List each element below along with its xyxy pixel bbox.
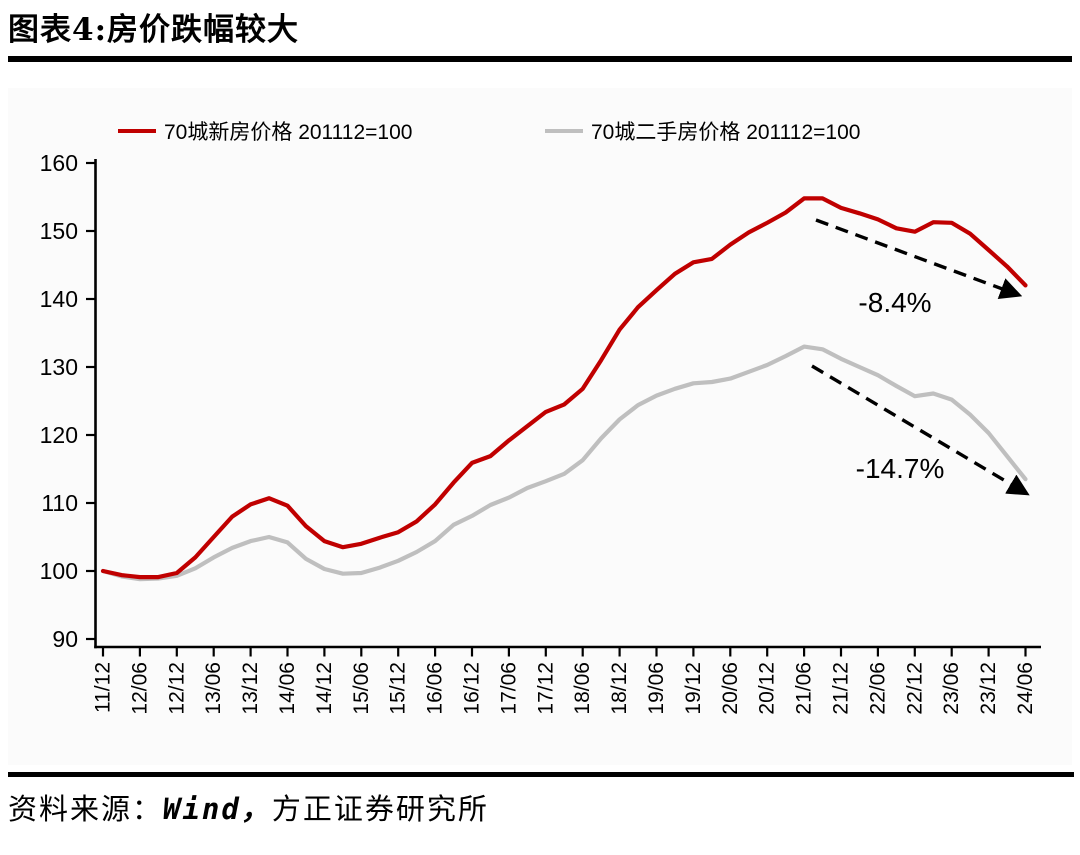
source-prefix: 资料来源： [8, 792, 164, 826]
x-tick-label: 14/06 [276, 662, 299, 715]
x-tick-label: 18/12 [608, 662, 631, 715]
x-tick-label: 16/12 [461, 662, 484, 715]
top-divider-rule [8, 56, 1072, 62]
y-tick-label: 110 [41, 490, 78, 516]
chart-title: 图表4:房价跌幅较大 [8, 12, 300, 48]
x-tick-label: 14/12 [313, 662, 336, 715]
legend-label-second-hand: 70城二手房价格 201112=100 [591, 121, 861, 144]
x-tick-label: 23/06 [940, 662, 963, 715]
x-tick-label: 22/06 [866, 662, 889, 715]
y-tick-label: 150 [40, 218, 78, 244]
x-tick-label: 13/12 [239, 662, 262, 715]
x-tick-label: 19/06 [645, 662, 668, 715]
x-tick-label: 19/12 [682, 662, 705, 715]
series-line-second-hand [100, 344, 1028, 582]
legend-item-second-hand: 70城二手房价格 201112=100 [545, 117, 860, 145]
x-tick-label: 21/12 [830, 662, 853, 715]
x-tick-label: 22/12 [903, 662, 926, 715]
legend-label-new-home: 70城新房价格 201112=100 [164, 121, 413, 144]
x-tick-label: 23/12 [977, 662, 1000, 715]
legend-swatch-second-hand-line [545, 129, 583, 133]
series-line-new-home [100, 196, 1028, 580]
x-tick-label: 17/12 [534, 662, 557, 715]
source-org: 方正证券研究所 [271, 792, 489, 826]
source-note: 资料来源：Wind，方正证券研究所 [8, 786, 489, 828]
x-tick-label: 20/12 [756, 662, 779, 715]
x-tick-label: 13/06 [202, 662, 225, 715]
y-tick-label: 130 [40, 354, 78, 380]
source-wind: Wind， [163, 792, 272, 826]
legend-swatch-new-home-line [118, 129, 156, 133]
y-tick-label: 100 [40, 558, 78, 584]
x-tick-label: 21/06 [793, 662, 816, 715]
y-tick-label: 140 [40, 286, 78, 312]
x-tick-label: 15/06 [350, 662, 373, 715]
y-tick-label: 120 [40, 422, 78, 448]
x-tick-label: 24/06 [1014, 662, 1037, 715]
x-tick-label: 15/12 [387, 662, 410, 715]
legend-item-new-home: 70城新房价格 201112=100 [118, 117, 412, 145]
x-tick-label: 20/06 [719, 662, 742, 715]
annotation-arrow [815, 218, 1023, 299]
x-tick-label: 16/06 [424, 662, 447, 715]
y-tick-label: 160 [40, 150, 78, 176]
x-tick-label: 18/06 [571, 662, 594, 715]
bottom-divider-rule [8, 772, 1074, 777]
x-tick-label: 12/06 [128, 662, 151, 715]
x-tick-label: 17/06 [497, 662, 520, 715]
chart-panel [8, 88, 1072, 765]
x-tick-label: 11/12 [92, 662, 115, 713]
y-tick-label: 90 [52, 626, 78, 652]
annotation-label: -8.4% [858, 287, 931, 318]
x-tick-label: 12/12 [165, 662, 188, 715]
annotation-label: -14.7% [856, 453, 945, 484]
